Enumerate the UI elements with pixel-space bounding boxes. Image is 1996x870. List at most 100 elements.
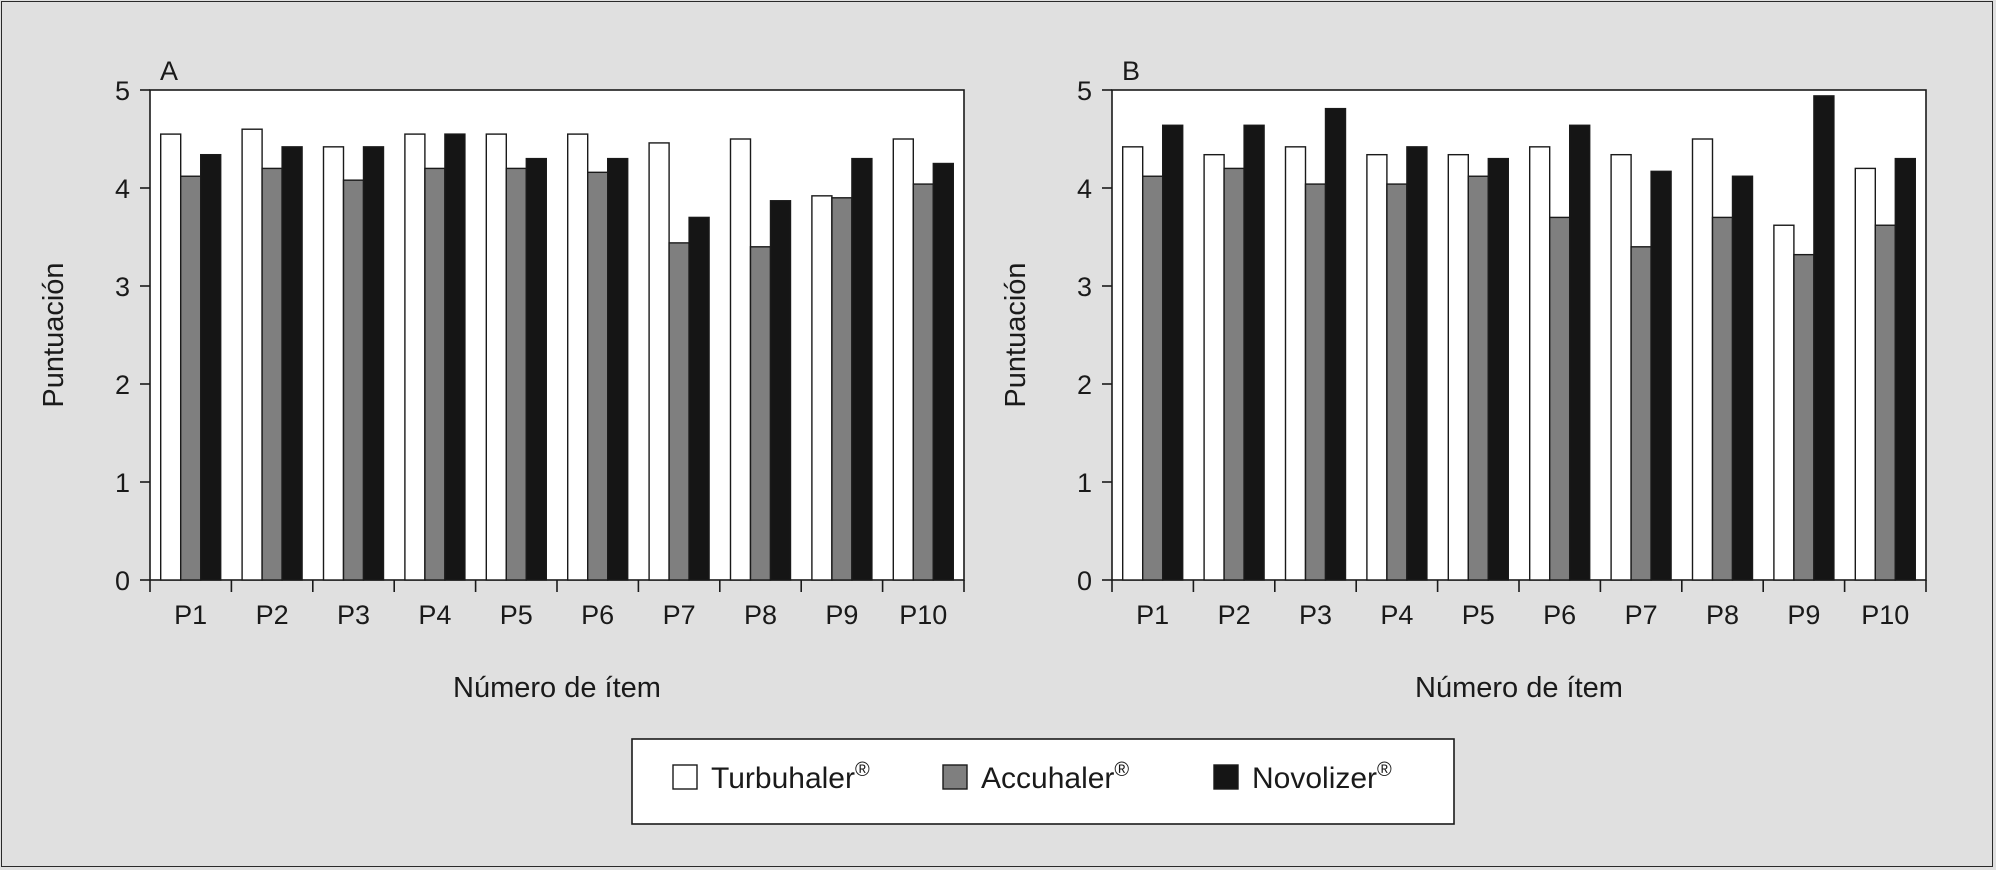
bar-accuhaler-p3 [342,179,365,581]
x-tick-label: P8 [1706,600,1739,630]
bar-accuhaler-p3 [1304,183,1327,581]
bar-novolizer-p4 [444,133,466,581]
bar-accuhaler-p1 [179,175,202,581]
legend-label-accuhaler: Accuhaler® [981,759,1129,795]
legend-swatch-novolizer [1213,764,1239,790]
bar-accuhaler-p4 [424,167,446,581]
bar-accuhaler-p8 [1711,216,1734,581]
x-tick-label: P6 [1543,600,1576,630]
legend-swatch-accuhaler [942,764,968,790]
bar-turbuhaler-p4 [1366,153,1388,581]
y-tick-label: 0 [115,566,130,596]
bar-turbuhaler-p4 [404,133,426,581]
bar-turbuhaler-p7 [648,142,670,581]
bar-novolizer-p1 [1161,124,1184,581]
bar-turbuhaler-p3 [1284,146,1307,581]
x-tick-label: P4 [1380,600,1413,630]
x-tick-label: P6 [581,600,614,630]
bar-accuhaler-p2 [261,167,283,581]
legend: Turbuhaler® Accuhaler® Novolizer® [631,738,1455,825]
legend-label-turbuhaler: Turbuhaler® [711,759,870,795]
bar-turbuhaler-p9 [811,195,833,581]
x-tick-label: P3 [337,600,370,630]
bar-turbuhaler-p8 [1691,138,1714,581]
bar-turbuhaler-p2 [241,128,263,581]
y-tick-label: 0 [1077,566,1092,596]
bar-novolizer-p9 [851,157,873,581]
bar-novolizer-p3 [1324,107,1347,581]
panel-b: B 0 1 2 3 4 5 Puntuación P1 P2 P3 P4 P5 P6 P7 P8 P9 P10 Nú… [1000,56,1927,704]
bar-accuhaler-p6 [587,171,609,581]
panel-a: A 0 1 2 3 4 5 Puntuación P1 P2 P3 P4 P5 P6 P7 P8 P9 P10 Nú… [38,56,965,704]
bar-turbuhaler-p2 [1203,153,1225,581]
bar-turbuhaler-p1 [1121,146,1144,581]
x-tick-label: P1 [174,600,207,630]
y-tick-label: 4 [1077,174,1092,204]
bar-turbuhaler-p6 [1528,146,1551,581]
x-tick-label: P3 [1299,600,1332,630]
x-tick-label: P10 [899,600,947,630]
bar-accuhaler-p4 [1386,183,1408,581]
bar-accuhaler-p5 [505,167,527,581]
y-tick-label: 1 [115,468,130,498]
bar-turbuhaler-p5 [1447,153,1470,581]
x-axis-label: Número de ítem [453,672,661,704]
bar-novolizer-p1 [199,153,222,581]
y-axis-label: Puntuación [38,262,70,407]
y-tick-label: 5 [1077,76,1092,106]
bar-novolizer-p5 [1487,157,1510,581]
bar-accuhaler-p7 [668,242,690,581]
x-tick-label: P4 [418,600,451,630]
bar-turbuhaler-p7 [1610,153,1632,581]
bar-novolizer-p2 [281,146,303,581]
bar-accuhaler-p6 [1548,216,1571,581]
x-tick-label: P5 [1462,600,1495,630]
y-tick-label: 2 [115,370,130,400]
bar-turbuhaler-p10 [1854,167,1877,581]
panel-letter: A [160,56,178,86]
x-axis-label: Número de ítem [1415,672,1623,704]
bar-novolizer-p6 [1568,124,1591,581]
bar-turbuhaler-p8 [729,138,752,581]
y-tick-label: 3 [1077,272,1092,302]
x-tick-label: P10 [1861,600,1909,630]
x-tick-label: P7 [1625,600,1658,630]
bar-novolizer-p7 [688,216,710,581]
bar-novolizer-p8 [769,200,792,581]
x-tick-label: P7 [663,600,696,630]
bar-turbuhaler-p5 [485,133,507,581]
bar-novolizer-p9 [1813,95,1835,581]
legend-swatch-turbuhaler [672,764,698,790]
y-tick-label: 3 [115,272,130,302]
legend-label-novolizer: Novolizer® [1252,759,1392,795]
bar-turbuhaler-p6 [567,133,589,581]
bar-novolizer-p10 [1894,157,1917,581]
bar-novolizer-p6 [607,157,629,581]
bar-accuhaler-p10 [1874,224,1897,581]
bar-novolizer-p3 [362,146,385,581]
bar-turbuhaler-p10 [892,138,914,581]
y-tick-label: 4 [115,174,130,204]
bar-turbuhaler-p1 [159,133,182,581]
y-axis-label: Puntuación [1000,262,1032,407]
y-tick-label: 2 [1077,370,1092,400]
legend-box [631,738,1455,825]
x-tick-label: P8 [744,600,777,630]
bar-turbuhaler-p9 [1773,224,1795,581]
bar-accuhaler-p9 [1793,253,1815,581]
bar-accuhaler-p8 [749,246,772,581]
bar-accuhaler-p5 [1467,175,1490,581]
y-tick-label: 1 [1077,468,1092,498]
bar-novolizer-p8 [1731,175,1754,581]
bar-accuhaler-p7 [1630,246,1652,581]
bar-novolizer-p2 [1243,124,1265,581]
bar-accuhaler-p10 [912,183,934,581]
bar-novolizer-p5 [525,157,547,581]
bar-accuhaler-p2 [1223,167,1245,581]
bar-turbuhaler-p3 [322,146,345,581]
x-tick-label: P9 [1787,600,1820,630]
x-tick-label: P2 [1218,600,1251,630]
bar-novolizer-p10 [932,162,954,581]
